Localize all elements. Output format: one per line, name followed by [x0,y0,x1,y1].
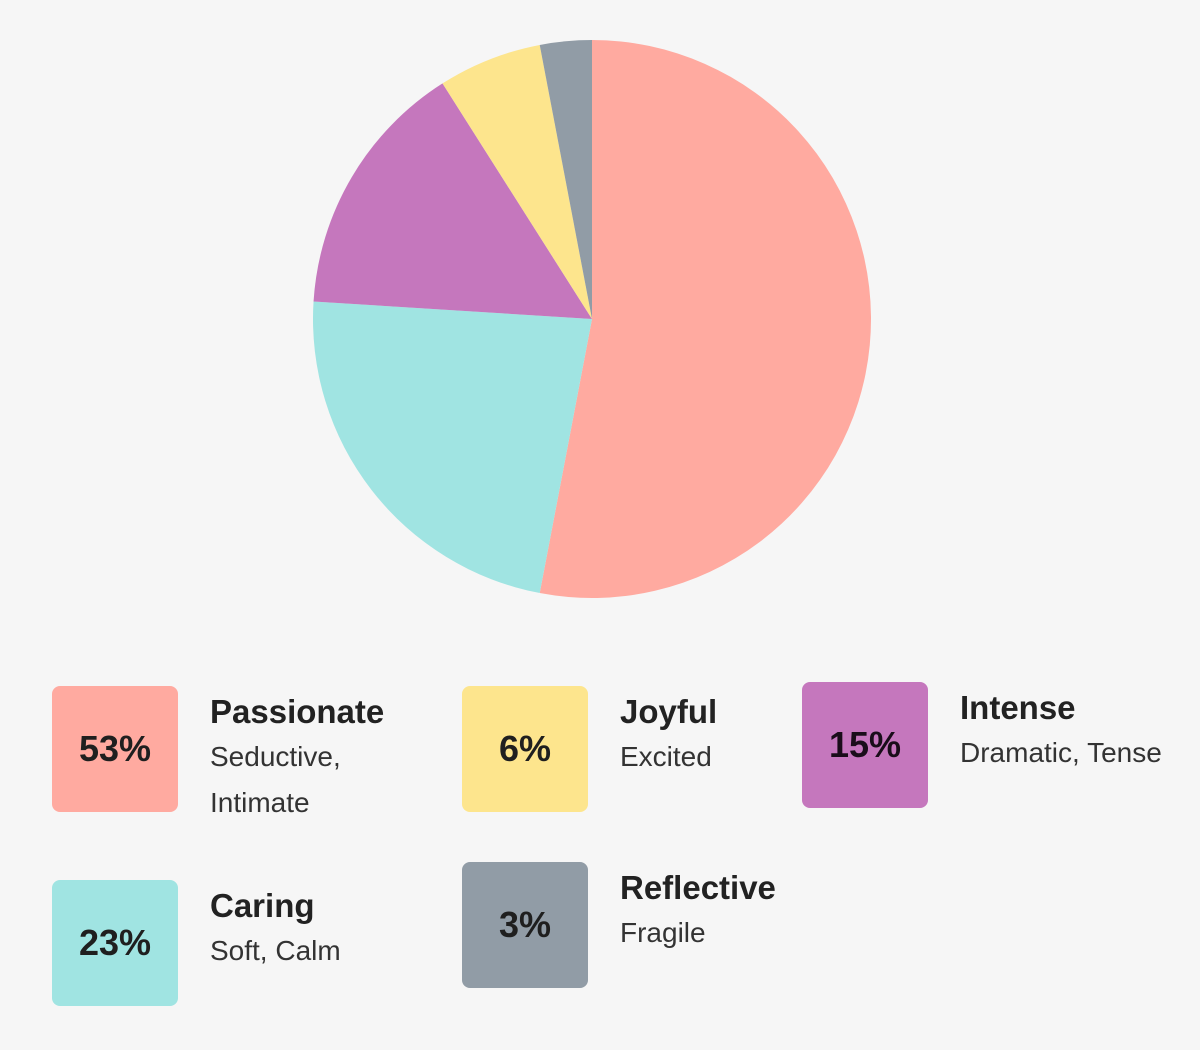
legend-swatch-intense: 15% [802,682,928,808]
legend-swatch-passionate: 53% [52,686,178,812]
legend-text-passionate: Passionate Seductive, Intimate [210,692,410,826]
legend-item-intense: 15% Intense Dramatic, Tense [802,682,1200,808]
legend-desc-intense: Dramatic, Tense [960,737,1162,768]
legend-desc-passionate: Seductive, Intimate [210,741,341,818]
pie-chart [313,40,871,598]
legend-text-caring: Caring Soft, Calm [210,886,450,974]
legend-item-reflective: 3% Reflective Fragile [462,862,820,988]
legend-name-passionate: Passionate [210,693,385,730]
legend-text-reflective: Reflective Fragile [620,868,820,956]
legend-name-caring: Caring [210,887,315,924]
legend-item-caring: 23% Caring Soft, Calm [52,880,450,1006]
legend-name-joyful: Joyful [620,693,718,730]
pie-slice-joyful [442,44,592,319]
legend-desc-reflective: Fragile [620,917,706,948]
pie-slice-caring [313,301,592,594]
legend-name-reflective: Reflective [620,869,776,906]
legend-item-joyful: 6% Joyful Excited [462,686,820,812]
legend-text-intense: Intense Dramatic, Tense [960,688,1200,776]
legend-desc-joyful: Excited [620,741,712,772]
pie-slice-reflective [539,40,592,319]
legend-swatch-caring: 23% [52,880,178,1006]
legend-item-passionate: 53% Passionate Seductive, Intimate [52,686,410,826]
legend-desc-caring: Soft, Calm [210,935,341,966]
legend-swatch-joyful: 6% [462,686,588,812]
legend-swatch-reflective: 3% [462,862,588,988]
pie-slice-passionate [539,40,871,598]
legend-text-joyful: Joyful Excited [620,692,820,780]
legend-name-intense: Intense [960,689,1076,726]
pie-slice-intense [313,83,592,319]
